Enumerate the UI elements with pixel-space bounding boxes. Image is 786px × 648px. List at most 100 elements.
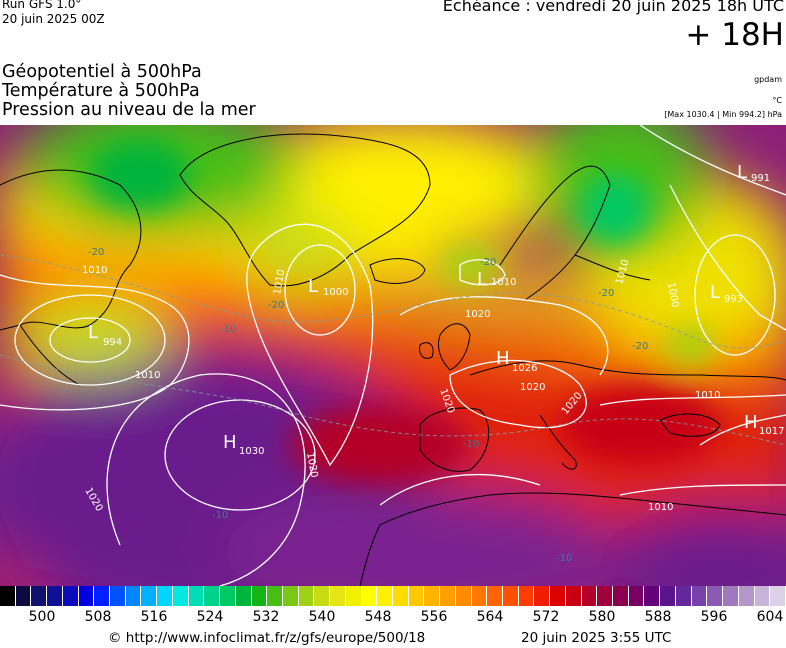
low-center-value: 994 bbox=[103, 337, 122, 348]
scale-swatch bbox=[220, 586, 236, 606]
scale-tick-label: 500 bbox=[28, 609, 56, 625]
scale-swatch bbox=[424, 586, 441, 606]
scale-swatch bbox=[282, 586, 299, 606]
color-scale bbox=[0, 586, 786, 606]
scale-tick-label: 588 bbox=[644, 609, 672, 625]
scale-swatch bbox=[345, 586, 362, 606]
title-geopotential: Géopotentiel à 500hPa bbox=[2, 62, 202, 82]
isobar-label: 1010 bbox=[135, 370, 160, 381]
scale-swatch bbox=[392, 586, 409, 606]
scale-swatch bbox=[125, 586, 142, 606]
scale-swatch bbox=[47, 586, 63, 606]
title-pressure: Pression au niveau de la mer bbox=[2, 100, 256, 120]
scale-swatch bbox=[31, 586, 48, 606]
scale-tick-label: 516 bbox=[140, 609, 168, 625]
scale-tick-label: 572 bbox=[532, 609, 560, 625]
scale-swatch bbox=[267, 586, 283, 606]
isotherm-label: -10 bbox=[212, 510, 228, 521]
scale-swatch bbox=[204, 586, 221, 606]
scale-tick-label: 540 bbox=[308, 609, 336, 625]
scale-swatch bbox=[471, 586, 488, 606]
scale-swatch bbox=[534, 586, 551, 606]
isobar-label: 1010 bbox=[272, 269, 287, 296]
run-label: Run GFS 1.0° bbox=[2, 0, 82, 11]
scale-swatch bbox=[157, 586, 173, 606]
scale-swatch bbox=[597, 586, 614, 606]
isotherm-label: -10 bbox=[463, 439, 479, 450]
scale-tick-label: 548 bbox=[364, 609, 392, 625]
scale-swatch bbox=[330, 586, 346, 606]
scale-swatch bbox=[377, 586, 393, 606]
scale-swatch bbox=[770, 586, 786, 606]
forecast-map: L 1000 L 994 L 1010 L 991 L 993 H 1030 H… bbox=[0, 125, 786, 586]
scale-swatch bbox=[188, 586, 205, 606]
isotherm-label: -20 bbox=[480, 257, 496, 268]
scale-swatch bbox=[172, 586, 189, 606]
scale-swatch bbox=[691, 586, 708, 606]
unit-temperature: °C bbox=[772, 96, 782, 105]
source-credit: © http://www.infoclimat.fr/z/gfs/europe/… bbox=[108, 630, 426, 646]
isobar-label: 1020 bbox=[520, 382, 545, 393]
scale-swatch bbox=[408, 586, 425, 606]
scale-tick-label: 508 bbox=[84, 609, 112, 625]
pressure-range: [Max 1030.4 | Min 994.2] hPa bbox=[664, 110, 782, 119]
scale-swatch bbox=[675, 586, 692, 606]
scale-swatch bbox=[550, 586, 566, 606]
isotherm-label: -20 bbox=[88, 247, 104, 258]
scale-swatch bbox=[628, 586, 645, 606]
scale-swatch bbox=[235, 586, 252, 606]
scale-tick-label: 580 bbox=[588, 609, 616, 625]
isobar-label: 1010 bbox=[695, 390, 720, 401]
isotherm-label: -10 bbox=[556, 553, 572, 564]
title-temperature: Température à 500hPa bbox=[2, 81, 200, 101]
scale-tick-label: 524 bbox=[196, 609, 224, 625]
scale-swatch bbox=[487, 586, 503, 606]
high-center-value: 1030 bbox=[239, 446, 264, 457]
isobar-label: 1010 bbox=[82, 265, 107, 276]
scale-swatch bbox=[0, 586, 16, 606]
scale-swatch bbox=[251, 586, 268, 606]
scale-swatch bbox=[723, 586, 739, 606]
isobar-label: 1010 bbox=[648, 502, 673, 513]
low-center-value: 1010 bbox=[491, 277, 516, 288]
issued-time: 20 juin 2025 3:55 UTC bbox=[521, 630, 672, 646]
scale-swatch bbox=[298, 586, 315, 606]
scale-swatch bbox=[78, 586, 95, 606]
scale-ticks: 500 508 516 524 532 540 548 556 564 572 580 588 596 6… bbox=[0, 609, 786, 627]
forecast-validity: Echéance : vendredi 20 juin 2025 18h UTC bbox=[442, 0, 784, 15]
scale-swatch bbox=[361, 586, 378, 606]
pressure-centers: L 1000 L 994 L 1010 L 991 L 993 H 1030 H… bbox=[88, 162, 784, 457]
low-center-letter: L bbox=[710, 282, 720, 303]
isobar-label: 1020 bbox=[304, 452, 319, 479]
isotherm-label: -20 bbox=[268, 300, 284, 311]
scale-swatch bbox=[110, 586, 126, 606]
scale-swatch bbox=[565, 586, 582, 606]
scale-tick-label: 532 bbox=[252, 609, 280, 625]
low-center-letter: L bbox=[477, 269, 487, 290]
scale-swatch bbox=[518, 586, 535, 606]
unit-geopotential: gpdam bbox=[754, 75, 782, 84]
scale-swatch bbox=[503, 586, 519, 606]
run-date: 20 juin 2025 00Z bbox=[2, 12, 105, 26]
low-center-letter: L bbox=[308, 276, 318, 297]
isobar-label: 1020 bbox=[465, 309, 490, 320]
isotherm-label: -10 bbox=[220, 324, 236, 335]
scale-swatch bbox=[440, 586, 456, 606]
scale-swatch bbox=[141, 586, 158, 606]
low-center-value: 991 bbox=[751, 173, 770, 184]
scale-swatch bbox=[707, 586, 724, 606]
scale-swatch bbox=[15, 586, 32, 606]
high-center-letter: H bbox=[496, 348, 510, 369]
scale-swatch bbox=[613, 586, 629, 606]
scale-tick-label: 556 bbox=[420, 609, 448, 625]
scale-swatch bbox=[738, 586, 755, 606]
isotherm-label: -20 bbox=[632, 341, 648, 352]
scale-swatch bbox=[62, 586, 79, 606]
high-center-letter: H bbox=[223, 432, 237, 453]
scale-swatch bbox=[581, 586, 598, 606]
isobar-label: 1000 bbox=[665, 282, 680, 309]
low-center-value: 1000 bbox=[323, 287, 348, 298]
scale-swatch bbox=[314, 586, 331, 606]
isotherm-label: -20 bbox=[598, 288, 614, 299]
scale-swatch bbox=[644, 586, 661, 606]
